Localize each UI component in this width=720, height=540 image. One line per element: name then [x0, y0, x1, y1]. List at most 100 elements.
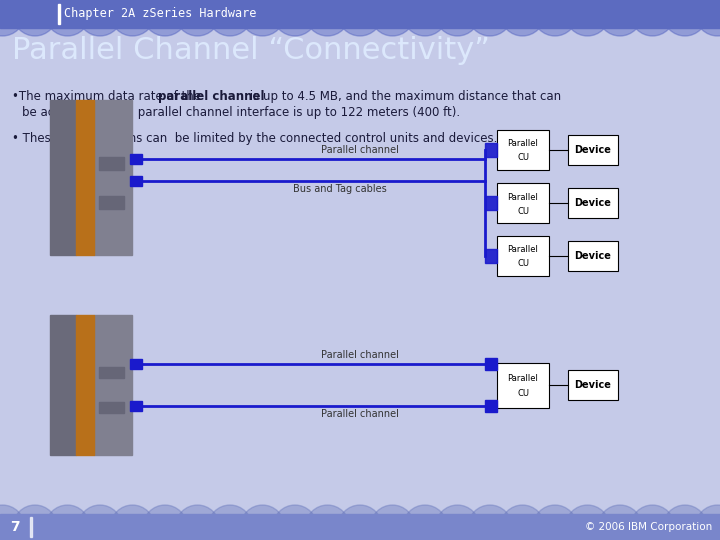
Circle shape: [436, 505, 480, 540]
Circle shape: [110, 505, 155, 540]
Circle shape: [631, 505, 675, 540]
Text: Parallel: Parallel: [508, 139, 539, 148]
Bar: [99, 157, 124, 170]
Bar: [497, 183, 549, 223]
Bar: [568, 370, 618, 400]
Circle shape: [565, 0, 610, 36]
Bar: [99, 367, 124, 378]
Bar: [0, 0, 720, 28]
Text: Parallel: Parallel: [508, 374, 539, 383]
Circle shape: [565, 505, 610, 540]
Text: is up to 4.5 MB, and the maximum distance that can: is up to 4.5 MB, and the maximum distanc…: [246, 90, 561, 103]
Circle shape: [338, 0, 382, 36]
Bar: [497, 362, 549, 408]
Circle shape: [598, 505, 642, 540]
Circle shape: [500, 505, 544, 540]
Circle shape: [45, 0, 89, 36]
Text: Parallel channel: Parallel channel: [321, 409, 399, 419]
Circle shape: [176, 505, 220, 540]
Circle shape: [208, 0, 252, 36]
Bar: [76, 315, 94, 455]
Bar: [99, 196, 124, 208]
Circle shape: [598, 0, 642, 36]
Text: •The maximum data rate of the: •The maximum data rate of the: [12, 90, 204, 103]
Text: Parallel: Parallel: [508, 192, 539, 201]
Text: Parallel: Parallel: [508, 246, 539, 254]
Circle shape: [45, 505, 89, 540]
Text: be achieved with a parallel channel interface is up to 122 meters (400 ft).: be achieved with a parallel channel inte…: [22, 106, 460, 119]
Circle shape: [176, 0, 220, 36]
Text: Bus and Tag cables: Bus and Tag cables: [293, 184, 387, 194]
Circle shape: [240, 505, 284, 540]
Circle shape: [403, 505, 447, 540]
Circle shape: [143, 505, 187, 540]
Circle shape: [436, 0, 480, 36]
Circle shape: [305, 505, 349, 540]
Text: Parallel channel: Parallel channel: [321, 350, 399, 360]
Bar: [130, 401, 142, 411]
Bar: [485, 249, 497, 263]
Bar: [50, 315, 76, 455]
Text: CU: CU: [517, 206, 529, 215]
Bar: [497, 236, 549, 276]
Bar: [99, 402, 124, 413]
Bar: [50, 100, 76, 255]
Circle shape: [663, 0, 707, 36]
Text: Parallel Channel “Connectivity”: Parallel Channel “Connectivity”: [12, 36, 490, 65]
Bar: [94, 315, 132, 455]
Circle shape: [13, 505, 57, 540]
Text: Device: Device: [575, 251, 611, 261]
Circle shape: [468, 505, 512, 540]
Circle shape: [110, 0, 155, 36]
Bar: [485, 143, 497, 157]
Bar: [568, 135, 618, 165]
Circle shape: [631, 0, 675, 36]
Text: Device: Device: [575, 198, 611, 208]
Circle shape: [305, 0, 349, 36]
Circle shape: [273, 0, 317, 36]
Circle shape: [533, 505, 577, 540]
Bar: [485, 400, 497, 412]
Text: parallel channel: parallel channel: [158, 90, 264, 103]
Circle shape: [338, 505, 382, 540]
Bar: [485, 358, 497, 370]
Circle shape: [696, 0, 720, 36]
Bar: [497, 130, 549, 170]
Circle shape: [0, 0, 24, 36]
Text: 7: 7: [10, 520, 19, 534]
Circle shape: [240, 0, 284, 36]
Circle shape: [78, 0, 122, 36]
Bar: [76, 100, 94, 255]
Circle shape: [13, 0, 57, 36]
Circle shape: [371, 0, 415, 36]
Circle shape: [663, 505, 707, 540]
Text: CU: CU: [517, 153, 529, 163]
Circle shape: [468, 0, 512, 36]
Bar: [568, 241, 618, 271]
Bar: [30, 517, 32, 537]
Circle shape: [371, 505, 415, 540]
Circle shape: [533, 0, 577, 36]
Circle shape: [273, 505, 317, 540]
Text: © 2006 IBM Corporation: © 2006 IBM Corporation: [585, 522, 712, 532]
Circle shape: [403, 0, 447, 36]
Bar: [130, 154, 142, 164]
Circle shape: [143, 0, 187, 36]
Circle shape: [0, 505, 24, 540]
Bar: [568, 188, 618, 218]
Bar: [94, 100, 132, 255]
Bar: [58, 4, 60, 24]
Text: Chapter 2A zSeries Hardware: Chapter 2A zSeries Hardware: [64, 8, 256, 21]
Circle shape: [696, 505, 720, 540]
Bar: [0, 514, 720, 540]
Bar: [130, 176, 142, 186]
Text: CU: CU: [517, 389, 529, 399]
Circle shape: [208, 505, 252, 540]
Circle shape: [500, 0, 544, 36]
Text: • These specifications can  be limited by the connected control units and device: • These specifications can be limited by…: [12, 132, 498, 145]
Bar: [485, 196, 497, 210]
Text: Parallel channel: Parallel channel: [321, 145, 399, 155]
Bar: [130, 359, 142, 369]
Circle shape: [78, 505, 122, 540]
Text: CU: CU: [517, 260, 529, 268]
